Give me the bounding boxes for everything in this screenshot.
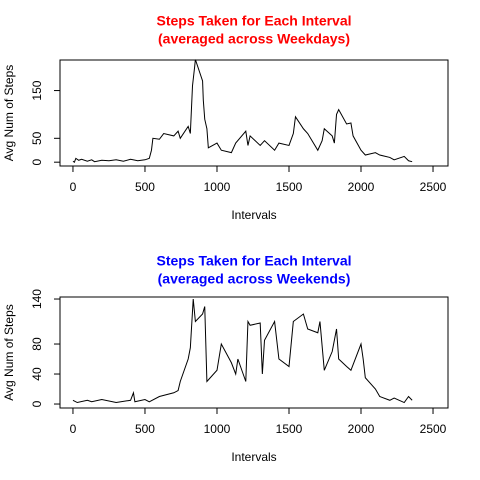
chart-title: Steps Taken for Each Interval: [156, 13, 351, 29]
y-tick-label: 50: [30, 131, 44, 145]
plot-box: [59, 59, 449, 167]
x-tick-label: 1500: [276, 422, 303, 436]
x-tick-label: 0: [70, 422, 77, 436]
y-tick-label: 40: [30, 367, 44, 381]
data-line: [72, 298, 413, 404]
y-tick-label: 0: [30, 400, 44, 407]
x-axis-label: Intervals: [231, 208, 276, 222]
y-tick-label: 80: [30, 337, 44, 351]
x-tick-label: 2500: [420, 180, 447, 194]
data-line: [72, 59, 413, 163]
plot-box: [59, 296, 449, 409]
x-tick-label: 1500: [276, 180, 303, 194]
x-tick-label: 500: [135, 422, 155, 436]
y-tick-label: 150: [30, 80, 44, 100]
chart-subtitle: (averaged across Weekdays): [158, 31, 350, 47]
y-tick-label: 140: [30, 289, 44, 309]
chart-subtitle: (averaged across Weekends): [158, 271, 351, 287]
x-tick-label: 0: [70, 180, 77, 194]
y-tick-label: 0: [30, 159, 44, 166]
x-tick-label: 2500: [420, 422, 447, 436]
x-tick-label: 1000: [204, 422, 231, 436]
x-tick-label: 2000: [348, 422, 375, 436]
x-tick-label: 2000: [348, 180, 375, 194]
x-tick-label: 500: [135, 180, 155, 194]
y-axis-label: Avg Num of Steps: [2, 304, 16, 401]
x-axis-label: Intervals: [231, 450, 276, 464]
y-axis-label: Avg Num of Steps: [2, 65, 16, 162]
chart-title: Steps Taken for Each Interval: [156, 253, 351, 269]
x-tick-label: 1000: [204, 180, 231, 194]
